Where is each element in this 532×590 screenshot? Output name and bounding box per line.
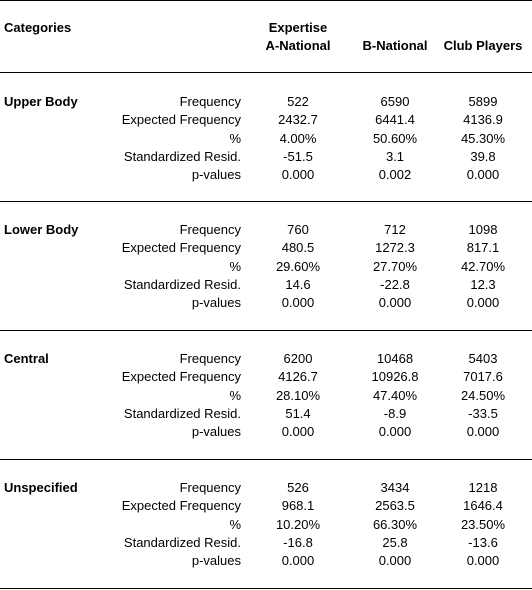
top-rule (0, 0, 532, 1)
header-rule (0, 72, 532, 73)
row-label: % (229, 517, 241, 532)
column-header-club-players: Club Players (443, 38, 523, 53)
table-cell: -13.6 (468, 535, 498, 550)
table-cell: 23.50% (460, 517, 506, 532)
row-label: % (229, 259, 241, 274)
column-header-a-national: A-National (265, 38, 331, 53)
section-rule (0, 588, 532, 589)
row-label: Standardized Resid. (123, 277, 241, 292)
table-cell: 0.000 (281, 424, 315, 439)
section-rule (0, 201, 532, 202)
section-label: Upper Body (4, 94, 78, 109)
table-cell: 6200 (283, 351, 313, 366)
table-cell: 6590 (380, 94, 410, 109)
table-cell: 24.50% (460, 388, 506, 403)
row-label: % (229, 131, 241, 146)
table-cell: 0.002 (378, 167, 412, 182)
table-cell: 42.70% (460, 259, 506, 274)
expertise-header: Expertise (268, 20, 328, 35)
table-cell: 3434 (380, 480, 410, 495)
row-label: Frequency (179, 222, 241, 237)
table-cell: 0.000 (281, 167, 315, 182)
table-cell: 6441.4 (375, 112, 415, 127)
table-cell: 29.60% (275, 259, 321, 274)
table-cell: 10468 (376, 351, 414, 366)
row-label: Expected Frequency (121, 498, 241, 513)
row-label: Frequency (179, 480, 241, 495)
row-label: p-values (191, 553, 241, 568)
table-cell: 4126.7 (278, 369, 318, 384)
table-cell: 47.40% (372, 388, 418, 403)
row-label: p-values (191, 167, 241, 182)
table-cell: 2432.7 (278, 112, 318, 127)
table-cell: 10926.8 (371, 369, 419, 384)
row-label: % (229, 388, 241, 403)
table-cell: 14.6 (285, 277, 311, 292)
row-label: p-values (191, 295, 241, 310)
row-label: Frequency (179, 94, 241, 109)
table-cell: 0.000 (466, 424, 500, 439)
table-cell: 712 (384, 222, 406, 237)
table-cell: 7017.6 (463, 369, 503, 384)
column-header-b-national: B-National (362, 38, 428, 53)
table-cell: 39.8 (470, 149, 496, 164)
table-cell: 66.30% (372, 517, 418, 532)
section-label: Central (4, 351, 49, 366)
table-cell: 28.10% (275, 388, 321, 403)
table-cell: 1098 (468, 222, 498, 237)
table-cell: -16.8 (283, 535, 313, 550)
table-cell: 0.000 (466, 295, 500, 310)
table-cell: 5403 (468, 351, 498, 366)
table-cell: 1646.4 (463, 498, 503, 513)
table-cell: 0.000 (281, 553, 315, 568)
section-label: Unspecified (4, 480, 78, 495)
table-cell: 45.30% (460, 131, 506, 146)
row-label: p-values (191, 424, 241, 439)
table-cell: 51.4 (285, 406, 311, 421)
table-cell: -33.5 (468, 406, 498, 421)
table-cell: 760 (287, 222, 309, 237)
table-cell: 526 (287, 480, 309, 495)
table-cell: 1218 (468, 480, 498, 495)
table-cell: 817.1 (466, 240, 500, 255)
table-cell: 25.8 (382, 535, 408, 550)
row-label: Standardized Resid. (123, 535, 241, 550)
table-cell: 522 (287, 94, 309, 109)
table-cell: 0.000 (466, 167, 500, 182)
table-cell: 4.00% (279, 131, 317, 146)
table-cell: -22.8 (380, 277, 410, 292)
section-rule (0, 330, 532, 331)
table-cell: 0.000 (378, 553, 412, 568)
table-cell: 480.5 (281, 240, 315, 255)
table-cell: 968.1 (281, 498, 315, 513)
table-cell: 0.000 (378, 295, 412, 310)
table-cell: 50.60% (372, 131, 418, 146)
row-label: Frequency (179, 351, 241, 366)
table-cell: -51.5 (283, 149, 313, 164)
table-cell: 1272.3 (375, 240, 415, 255)
row-label: Expected Frequency (121, 112, 241, 127)
table-cell: 12.3 (470, 277, 496, 292)
table-cell: 0.000 (466, 553, 500, 568)
row-label: Expected Frequency (121, 369, 241, 384)
row-label: Standardized Resid. (123, 149, 241, 164)
table-cell: -8.9 (383, 406, 407, 421)
table-cell: 0.000 (281, 295, 315, 310)
categories-header: Categories (4, 20, 72, 35)
table-cell: 3.1 (385, 149, 405, 164)
row-label: Standardized Resid. (123, 406, 241, 421)
table-cell: 0.000 (378, 424, 412, 439)
section-label: Lower Body (4, 222, 79, 237)
table-cell: 27.70% (372, 259, 418, 274)
table-cell: 5899 (468, 94, 498, 109)
table-cell: 4136.9 (463, 112, 503, 127)
table-cell: 2563.5 (375, 498, 415, 513)
section-rule (0, 459, 532, 460)
row-label: Expected Frequency (121, 240, 241, 255)
table-cell: 10.20% (275, 517, 321, 532)
